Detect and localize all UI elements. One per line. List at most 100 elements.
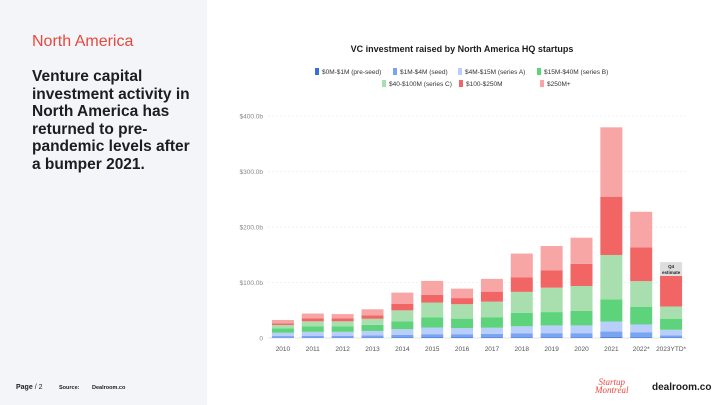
- bar-segment: [451, 318, 474, 329]
- x-tick-label: 2019: [544, 346, 559, 353]
- legend-label: $4M-$15M (series A): [465, 69, 525, 76]
- bar-segment: [630, 247, 653, 282]
- bar-segment: [570, 310, 593, 326]
- chart-title: VC investment raised by North America HQ…: [350, 44, 574, 54]
- bar-segment: [510, 312, 533, 327]
- bar-segment: [630, 337, 653, 338]
- bar-segment: [421, 327, 444, 335]
- page-number: / 2: [34, 384, 43, 391]
- bar-segment: [660, 275, 683, 307]
- bar-segment: [361, 335, 384, 338]
- x-tick-label: 2010: [276, 346, 291, 353]
- legend-swatch: [315, 68, 319, 75]
- bar-segment: [331, 318, 354, 322]
- bar-segment: [451, 298, 474, 305]
- bar-segment: [540, 287, 563, 313]
- bar-segment: [540, 270, 563, 288]
- bar-segment: [271, 324, 294, 329]
- x-tick-label: 2011: [306, 346, 320, 353]
- bar-segment: [331, 335, 354, 338]
- bar-segment: [271, 328, 294, 333]
- dealroom-logo: dealroom.co: [652, 382, 712, 393]
- x-tick-label: 2016: [455, 346, 470, 353]
- bar-segment: [480, 327, 503, 334]
- left-panel: [0, 0, 207, 405]
- x-tick-label: 2014: [395, 346, 410, 353]
- bar-segment: [600, 299, 623, 322]
- bar-segment: [451, 304, 474, 319]
- bars: [271, 127, 683, 338]
- y-tick-label: $400.0b: [240, 114, 264, 121]
- bar-segment: [391, 334, 414, 338]
- bar-segment: [421, 334, 444, 338]
- x-axis: 2010 2011 2012 2013 2014 2015 2016 2017 2018 2019…: [276, 346, 687, 353]
- bar-segment: [660, 329, 683, 336]
- bar-segment: [271, 336, 294, 338]
- logo-startup-line1: Startup: [598, 377, 625, 387]
- bar-segment: [510, 277, 533, 292]
- estimate-label-line2: estimate: [662, 270, 681, 275]
- bar-segment: [421, 294, 444, 303]
- bar-segment: [570, 285, 593, 311]
- bar-segment: [331, 326, 354, 332]
- bar-segment: [331, 321, 354, 327]
- x-tick-label: 2023YTD*: [656, 346, 686, 353]
- bar-segment: [301, 318, 324, 322]
- bar-segment: [600, 127, 623, 197]
- bar-segment: [361, 309, 384, 316]
- region-label: North America: [32, 33, 134, 50]
- bar-segment: [421, 302, 444, 318]
- bar-segment: [451, 328, 474, 335]
- x-tick-label: 2021: [604, 346, 619, 353]
- bar-segment: [480, 337, 503, 338]
- bar-segment: [271, 323, 294, 325]
- bar-segment: [480, 317, 503, 328]
- startup-montreal-logo: Startup Montréal: [595, 377, 629, 395]
- bar-segment: [421, 280, 444, 295]
- bar-segment: [600, 196, 623, 255]
- x-tick-label: 2022*: [633, 346, 650, 353]
- legend-swatch: [540, 80, 544, 87]
- y-tick-label: 0: [259, 336, 263, 343]
- x-tick-label: 2013: [365, 346, 380, 353]
- bar-segment: [570, 333, 593, 338]
- y-tick-label: $200.0b: [240, 225, 264, 232]
- source-value: Dealroom.co: [92, 385, 126, 391]
- bar-segment: [660, 306, 683, 319]
- legend-label: $15M-$40M (series B): [544, 69, 608, 76]
- bar-segment: [600, 331, 623, 338]
- bar-segment: [331, 331, 354, 336]
- bar-segment: [600, 254, 623, 300]
- bar-segment: [480, 333, 503, 338]
- legend-swatch: [382, 80, 386, 87]
- bar-segment: [630, 324, 653, 333]
- bar-segment: [570, 263, 593, 286]
- bar-segment: [271, 319, 294, 324]
- bar-segment: [600, 321, 623, 332]
- bar-segment: [391, 329, 414, 335]
- bar-segment: [301, 326, 324, 332]
- logo-startup-line2: Montréal: [595, 385, 629, 395]
- legend-swatch: [393, 68, 397, 75]
- source-label: Source:: [59, 385, 80, 391]
- bar-segment: [301, 313, 324, 319]
- headline: Venture capital investment activity in N…: [32, 68, 190, 173]
- bar-segment: [630, 332, 653, 338]
- bar-segment: [391, 310, 414, 322]
- legend-label: $40-$100M (series C): [389, 81, 452, 88]
- legend-label: $100-$250M: [466, 81, 503, 88]
- bar-segment: [361, 324, 384, 331]
- legend-label: $0M-$1M (pre-seed): [322, 69, 381, 76]
- bar-segment: [540, 337, 563, 338]
- bar-segment: [510, 291, 533, 313]
- x-tick-label: 2015: [425, 346, 440, 353]
- legend: $0M-$1M (pre-seed) $1M-$4M (seed) $4M-$15M…: [315, 68, 608, 88]
- bar-segment: [421, 317, 444, 328]
- legend-swatch: [459, 80, 463, 87]
- page-indicator: Page / 2: [16, 384, 42, 391]
- bar-segment: [331, 314, 354, 319]
- bar-segment: [480, 291, 503, 302]
- bar-segment: [510, 337, 533, 338]
